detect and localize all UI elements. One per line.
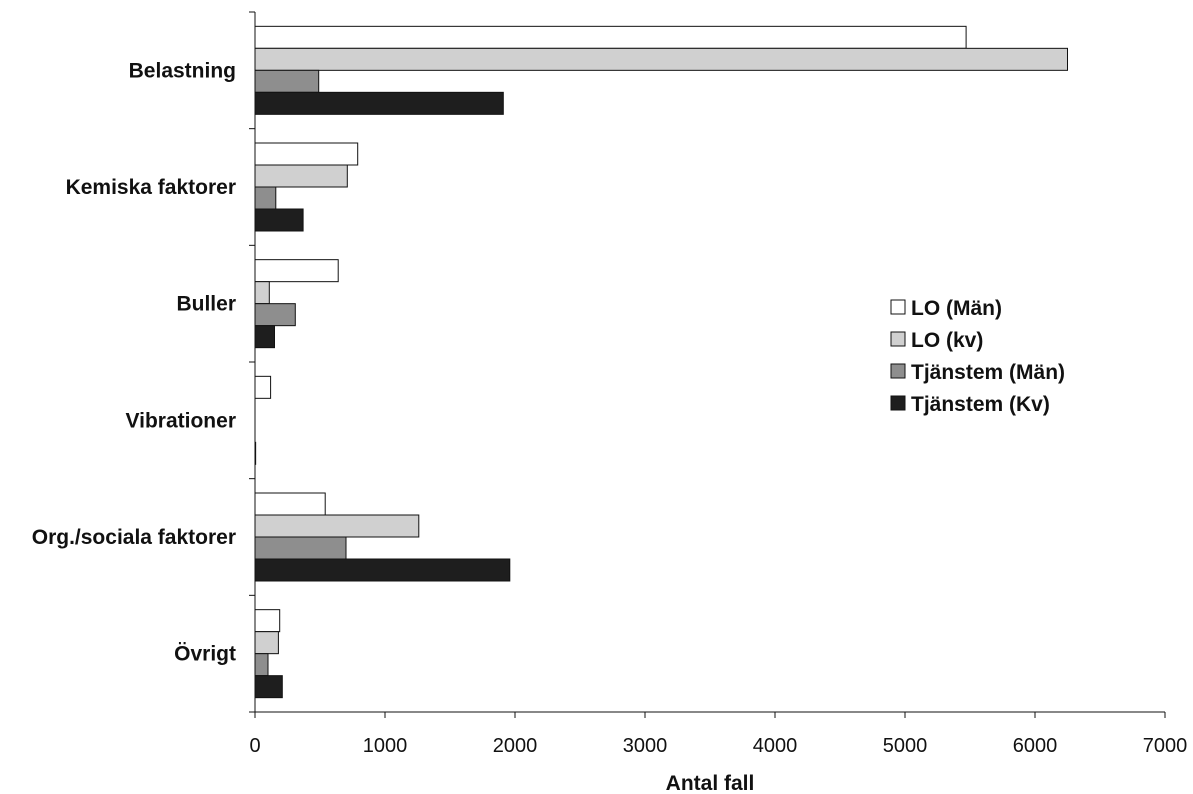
- bar: [254, 69, 320, 93]
- legend-label: Tjänstem (Män): [911, 361, 1065, 384]
- category-label: Org./sociala faktorer: [32, 526, 236, 549]
- bar: [254, 47, 1068, 71]
- x-tick-label: 6000: [1013, 735, 1058, 757]
- legend-swatch: [890, 331, 906, 347]
- category-label: Övrigt: [174, 643, 236, 666]
- legend-swatch: [890, 299, 906, 315]
- x-axis-title: Antal fall: [666, 772, 755, 794]
- x-tick-label: 1000: [363, 735, 408, 757]
- bar: [254, 558, 511, 582]
- bar: [254, 259, 339, 283]
- x-tick-label: 2000: [493, 735, 538, 757]
- bar: [254, 536, 347, 560]
- bar: [254, 325, 275, 349]
- legend: LO (Män) LO (kv) Tjänstem (Män) Tjänstem (K…: [890, 297, 1065, 416]
- x-tick-label: 7000: [1143, 735, 1188, 757]
- legend-label: LO (kv): [911, 329, 983, 352]
- bar: [254, 91, 504, 115]
- bar: [254, 303, 296, 327]
- category-label: Vibrationer: [126, 409, 236, 432]
- legend-swatch: [890, 395, 906, 411]
- bar: [254, 631, 279, 655]
- category-label: Belastning: [129, 59, 236, 82]
- bar: [254, 25, 967, 49]
- bars-group: [254, 25, 1068, 699]
- bar: [254, 164, 348, 188]
- bar: [254, 281, 270, 305]
- x-tick-label: 4000: [753, 735, 798, 757]
- x-ticks-group: 0 1000 2000 3000 4000 5000 6000 7000: [249, 712, 1187, 757]
- x-tick-label: 3000: [623, 735, 668, 757]
- bar: [254, 492, 326, 516]
- category-labels-group: Belastning Kemiska faktorer Buller Vibratio…: [32, 59, 236, 665]
- bar: [254, 653, 269, 677]
- axes-group: [249, 11, 1165, 713]
- bar: [254, 675, 283, 699]
- category-label: Buller: [176, 293, 236, 316]
- legend-label: LO (Män): [911, 297, 1002, 320]
- x-tick-label: 0: [249, 735, 260, 757]
- bar: [254, 375, 272, 399]
- bar: [254, 514, 420, 538]
- legend-label: Tjänstem (Kv): [911, 393, 1050, 416]
- bar: [254, 208, 304, 232]
- bar: [254, 142, 359, 166]
- x-tick-label: 5000: [883, 735, 928, 757]
- category-label: Kemiska faktorer: [66, 176, 236, 199]
- legend-swatch: [890, 363, 906, 379]
- bar: [254, 609, 281, 633]
- bar: [254, 186, 277, 210]
